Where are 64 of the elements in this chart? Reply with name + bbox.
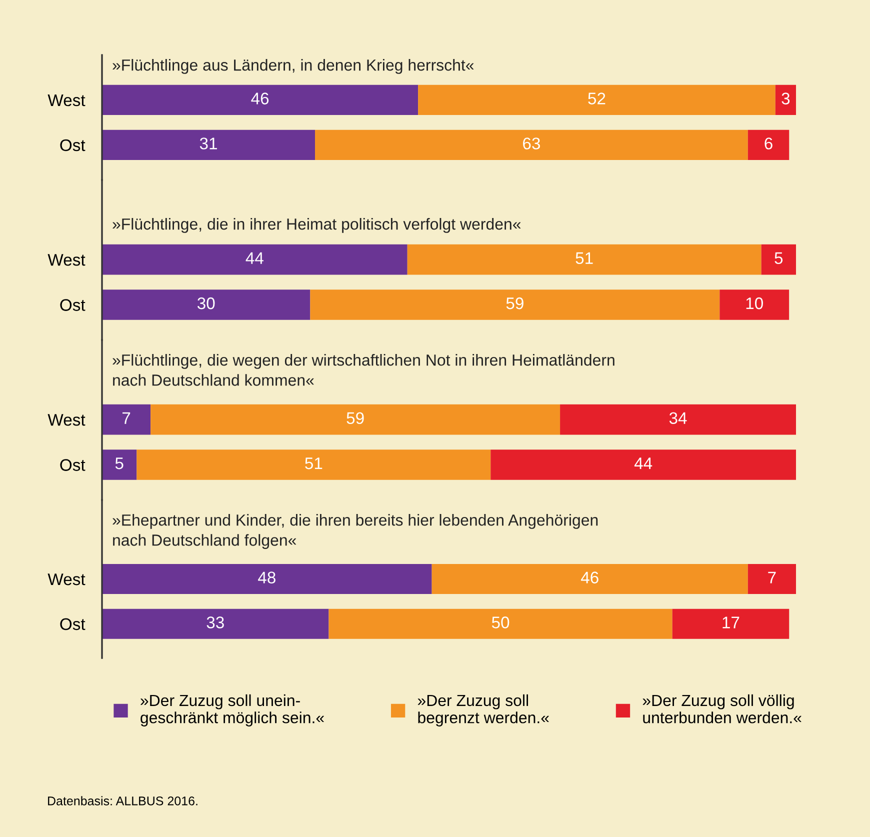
chart-title: »Flüchtlinge, die in ihrer Heimat politisch verfolgt werden« xyxy=(112,218,521,233)
data-label: 59 xyxy=(346,412,364,424)
bar xyxy=(102,290,310,320)
data-label: 30 xyxy=(197,297,215,310)
data-label: 48 xyxy=(258,572,276,584)
bar xyxy=(102,450,137,480)
y-tick-label: Ost xyxy=(60,299,86,311)
data-label: 5 xyxy=(115,458,124,470)
bar xyxy=(102,244,408,275)
bar xyxy=(102,608,329,639)
data-label: 51 xyxy=(305,458,322,470)
data-label: 44 xyxy=(246,252,264,264)
chart-title: »Flüchtlinge, die wegen der wirtschaftlichen Not in ihren Heimatländern nach Deutschland kommen« xyxy=(112,354,614,386)
y-tick-label: West xyxy=(48,254,86,266)
data-label: 34 xyxy=(669,412,687,424)
bar xyxy=(761,244,796,275)
data-label: 51 xyxy=(576,252,593,264)
data-label: 50 xyxy=(492,616,510,628)
y-tick-label: Ost xyxy=(60,618,86,630)
bar xyxy=(407,244,762,275)
bar xyxy=(432,564,748,594)
y-tick-label: West xyxy=(48,414,86,426)
bar xyxy=(490,450,796,480)
data-label: 3 xyxy=(782,92,790,104)
chart-title: »Ehepartner und Kinder, die ihren bereits hier lebenden Angehörigen nach Deutschland folgen« xyxy=(112,514,598,549)
legend-label: »Der Zuzug soll unein- geschränkt möglich sein.« xyxy=(140,694,324,726)
bar xyxy=(418,84,776,116)
y-tick-label: Ost xyxy=(60,139,86,152)
data-label: 46 xyxy=(251,92,269,104)
data-label: 17 xyxy=(722,616,740,628)
data-label: 7 xyxy=(768,572,776,584)
bar xyxy=(560,404,796,435)
y-tick-label: Ost xyxy=(60,459,86,471)
bar xyxy=(102,84,418,116)
bar xyxy=(328,608,672,639)
bar xyxy=(102,564,432,594)
bar xyxy=(136,450,491,480)
bar xyxy=(315,130,748,160)
data-label: 7 xyxy=(122,412,130,424)
text: Datenbasis: ALLBUS 2016. xyxy=(48,796,198,806)
bar xyxy=(748,564,796,594)
legend-label: »Der Zuzug soll begrenzt werden.« xyxy=(418,694,549,726)
y-tick-label: West xyxy=(48,574,86,586)
y-tick-label: West xyxy=(48,94,86,106)
bar xyxy=(748,130,790,160)
legend-label: »Der Zuzug soll völlig unterbunden werden.« xyxy=(642,694,802,724)
data-label: 10 xyxy=(746,297,763,310)
data-label: 44 xyxy=(634,458,652,470)
data-label: 5 xyxy=(774,252,783,264)
bar xyxy=(720,290,790,320)
bar xyxy=(310,290,720,320)
bar xyxy=(150,404,560,435)
bar xyxy=(775,84,796,116)
bar xyxy=(102,404,151,435)
data-label: 46 xyxy=(580,572,598,584)
data-label: 59 xyxy=(506,297,524,310)
bar xyxy=(672,608,790,639)
bar xyxy=(102,130,316,160)
data-label: 33 xyxy=(206,616,224,628)
data-label: 52 xyxy=(588,92,606,104)
chart-title: »Flüchtlinge aus Ländern, in denen Krieg herrscht« xyxy=(112,59,474,74)
data-label: 63 xyxy=(523,138,540,150)
data-label: 31 xyxy=(200,138,217,150)
data-label: 6 xyxy=(764,138,772,150)
